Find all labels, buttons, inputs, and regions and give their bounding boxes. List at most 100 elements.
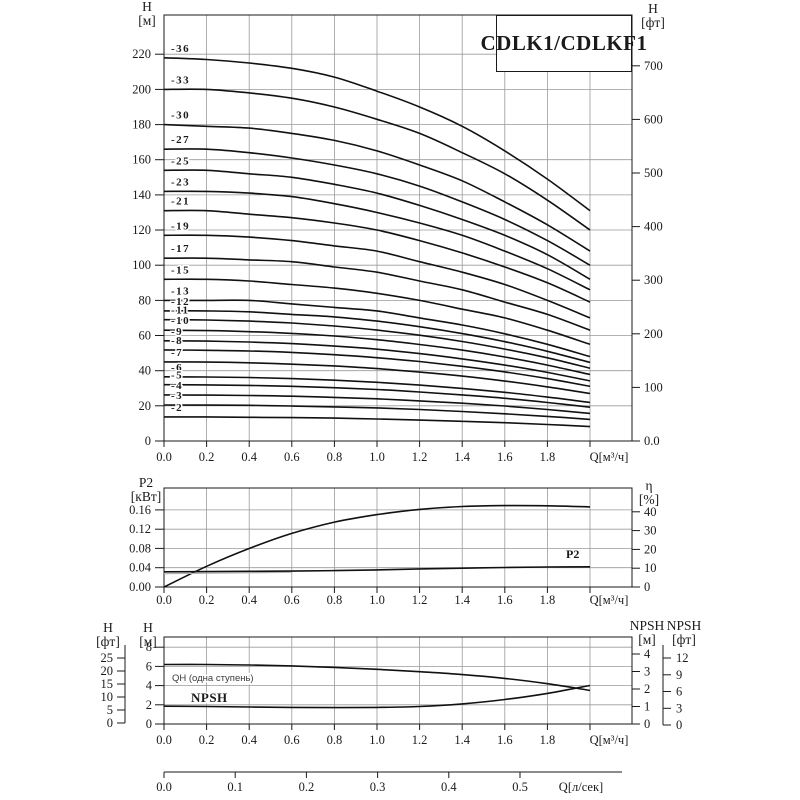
axis-tick-label: 3 xyxy=(644,665,650,679)
axis-tick-label: 500 xyxy=(644,166,663,180)
axis-tick-label: 0.4 xyxy=(441,780,457,794)
curve--30 xyxy=(163,123,591,252)
axis-tick-label: 1 xyxy=(644,700,650,714)
single-stage-axis-Hm: 0 2 4 6 8 H[м] xyxy=(139,620,164,731)
axis-tick-label: 30 xyxy=(644,524,657,538)
axis-tick-label: 0.3 xyxy=(370,780,386,794)
axis-header: η xyxy=(645,478,652,493)
axis-tick-label: 100 xyxy=(132,258,151,272)
curve-label: -36 xyxy=(171,43,190,55)
x-tick-label: 0.4 xyxy=(241,450,257,464)
x-tick-label: 1.2 xyxy=(412,733,428,747)
axis-tick-label: 160 xyxy=(132,153,151,167)
curve-label: -8 xyxy=(171,335,183,347)
curve--9 xyxy=(163,340,591,382)
axis-header: H xyxy=(103,620,113,635)
curve-label: -17 xyxy=(171,243,190,255)
axis-tick-label: 0.0 xyxy=(644,434,660,448)
x-tick-label: 1.6 xyxy=(497,593,513,607)
axis-tick-label: 25 xyxy=(101,651,114,665)
x-axis-unit: Q[м³/ч] xyxy=(590,450,629,464)
x-tick-label: 0.6 xyxy=(284,733,300,747)
axis-tick-label: 0.1 xyxy=(227,780,243,794)
axis-tick-label: 200 xyxy=(644,327,663,341)
axis-header: P2 xyxy=(139,475,153,490)
curve-η xyxy=(163,504,591,588)
lsec-axis: 0.0 0.1 0.2 0.3 0.4 0.5 Q[л/сек] xyxy=(156,771,622,794)
single-stage-axis-NPSHm: 0 1 2 3 4 NPSH[м] xyxy=(630,618,665,731)
axis-tick-label: 200 xyxy=(132,82,151,96)
x-tick-label: 0.4 xyxy=(241,733,257,747)
curve-label: -11 xyxy=(171,305,190,317)
axis-tick-label: 700 xyxy=(644,59,663,73)
x-tick-label: 0.0 xyxy=(156,593,172,607)
head-axis-Hm: 0 20 40 60 80 100 120 140 160 180 200 220 H[м] xyxy=(132,0,164,448)
x-axis-unit: Q[м³/ч] xyxy=(590,593,629,607)
axis-tick-label: 5 xyxy=(107,703,113,717)
curve--8 xyxy=(163,349,591,388)
axis-header: NPSH xyxy=(630,618,665,633)
curve--13 xyxy=(164,299,591,358)
curve-label: -30 xyxy=(171,110,190,122)
axis-tick-label: 6 xyxy=(676,685,682,699)
curve--33 xyxy=(163,88,591,231)
curve-label: P2 xyxy=(566,547,579,561)
axis-tick-label: 3 xyxy=(676,701,682,715)
axis-tick-label: 0 xyxy=(107,716,113,730)
axis-header: [фт] xyxy=(672,632,696,647)
curve--21 xyxy=(163,209,591,303)
curve-label: -19 xyxy=(171,220,190,232)
curve--7 xyxy=(163,361,591,395)
x-tick-label: 1.0 xyxy=(369,593,385,607)
axis-header: [%] xyxy=(639,492,659,507)
axis-tick-label: 0 xyxy=(145,434,151,448)
curve-label: -12 xyxy=(171,296,190,308)
axis-tick-label: 9 xyxy=(676,668,682,682)
power-axis-eta: 0 10 20 30 40 η[%] xyxy=(632,478,659,594)
axis-header: H xyxy=(648,1,658,16)
chart-title: CDLK1/CDLKF1 xyxy=(480,31,648,55)
axis-tick-label: 0.00 xyxy=(129,580,151,594)
chart-title-box: CDLK1/CDLKF1 xyxy=(481,15,647,72)
curve--17 xyxy=(163,257,591,331)
curve-label: -6 xyxy=(171,362,183,374)
x-tick-label: 0.0 xyxy=(156,450,172,464)
axis-tick-label: 0.16 xyxy=(129,503,151,517)
curve-label: -5 xyxy=(171,370,183,382)
curve-label: -25 xyxy=(171,155,190,167)
axis-tick-label: 120 xyxy=(132,223,151,237)
single-stage-chart: 02468H[м]0510152025H[фт]01234NPSH[м]0369… xyxy=(96,618,701,747)
curve-label: -10 xyxy=(171,315,190,327)
x-tick-label: 0.0 xyxy=(156,733,172,747)
x-tick-label: 1.2 xyxy=(412,450,428,464)
axis-header: H xyxy=(143,620,153,635)
axis-tick-label: 400 xyxy=(644,220,663,234)
x-tick-label: 0.6 xyxy=(284,450,300,464)
x-tick-label: 1.4 xyxy=(454,593,470,607)
axis-tick-label: 0.0 xyxy=(156,780,172,794)
head-frame xyxy=(163,14,633,442)
single-stage-axis-NPSHft: 0 3 6 9 12 NPSH[фт] xyxy=(662,618,702,732)
curve-label: -23 xyxy=(171,176,190,188)
axis-tick-label: 300 xyxy=(644,273,663,287)
axis-tick-label: 40 xyxy=(644,505,657,519)
head-chart: 020406080100120140160180200220H[м]0.0100… xyxy=(132,0,665,464)
curve--6 xyxy=(163,376,591,404)
curve-label: -13 xyxy=(171,285,190,297)
axis-tick-label: 0.5 xyxy=(512,780,528,794)
axis-tick-label: 140 xyxy=(132,188,151,202)
axis-header: [м] xyxy=(139,634,157,649)
single-stage-frame xyxy=(163,636,633,725)
x-tick-label: 1.8 xyxy=(540,450,556,464)
power-frame xyxy=(163,487,633,588)
x-tick-label: 0.6 xyxy=(284,593,300,607)
x-tick-label: 1.8 xyxy=(540,593,556,607)
curve-label: -21 xyxy=(171,196,190,208)
x-axis-unit: Q[л/сек] xyxy=(559,780,603,794)
axis-tick-label: 80 xyxy=(139,293,152,307)
curve--10 xyxy=(163,329,591,376)
axis-tick-label: 20 xyxy=(139,399,152,413)
